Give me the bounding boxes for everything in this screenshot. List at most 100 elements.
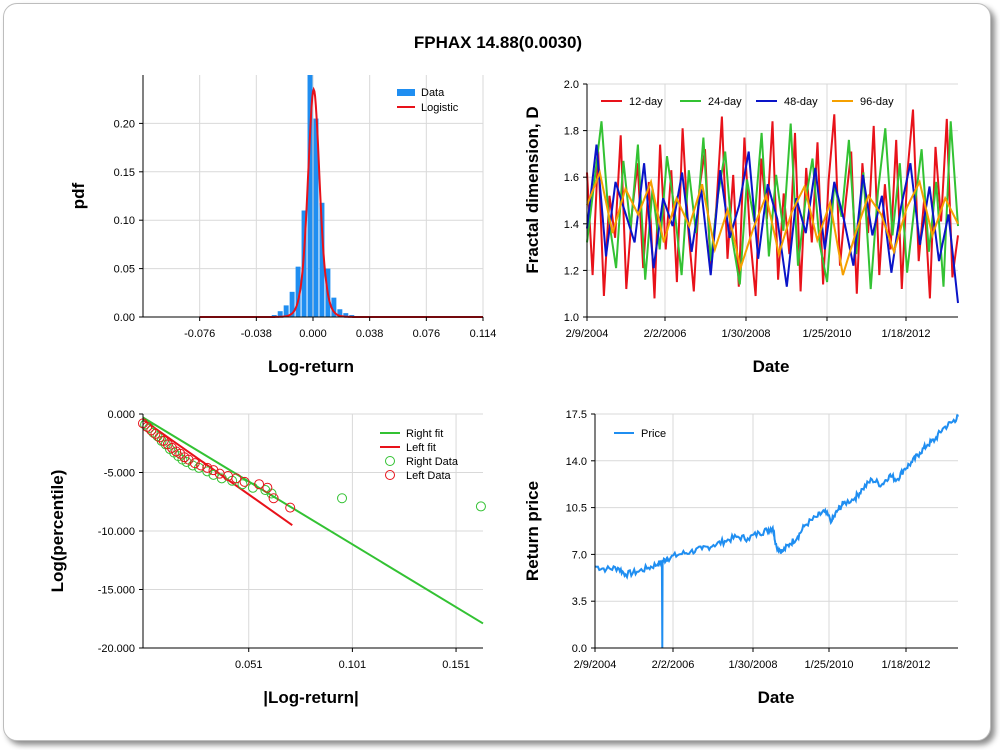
tail-legend: Right fit Left fit Right Data Left Data bbox=[380, 428, 459, 482]
pdf-xtick-label: -0.076 bbox=[184, 328, 215, 340]
fractal-xtick-label: 2/2/2006 bbox=[644, 328, 687, 340]
right-data-point bbox=[337, 493, 348, 504]
fractal-series-24 bbox=[586, 121, 959, 290]
pdf-xtick-label: 0.076 bbox=[413, 328, 441, 340]
left-data-point bbox=[262, 482, 273, 493]
pdf-xtick-label: 0.038 bbox=[356, 328, 384, 340]
price-line bbox=[594, 414, 959, 649]
fractal-ytick-label: 2.0 bbox=[564, 79, 579, 91]
price-xtick-label: 2/9/2004 bbox=[574, 659, 617, 671]
price-xtick-label: 2/2/2006 bbox=[652, 659, 695, 671]
price-xtick-label: 1/30/2008 bbox=[729, 659, 778, 671]
tail-legend-label: Right fit bbox=[406, 428, 443, 440]
tail-ytick-label: -15.000 bbox=[98, 585, 135, 597]
fractal-series-96 bbox=[586, 169, 959, 276]
tail-panel: 0.051 0.101 0.151 0.000 -5.000 -10.000 -15.000… bbox=[48, 409, 486, 707]
legend-label-data: Data bbox=[421, 87, 445, 99]
price-ytick-label: 14.0 bbox=[566, 456, 587, 468]
price-legend: Price bbox=[614, 428, 666, 440]
price-xtick-label: 1/18/2012 bbox=[882, 659, 931, 671]
pdf-ytick-label: 0.15 bbox=[114, 167, 135, 179]
pdf-bar bbox=[319, 202, 325, 317]
fractal-ytick-label: 1.6 bbox=[564, 172, 579, 184]
pdf-ytick-label: 0.10 bbox=[114, 215, 135, 227]
left-data-point bbox=[202, 462, 213, 473]
left-data-point bbox=[239, 476, 250, 487]
price-grid bbox=[594, 413, 958, 649]
pdf-ytick-label: 0.20 bbox=[114, 118, 135, 130]
pdf-xtick-label: -0.038 bbox=[241, 328, 272, 340]
pdf-bar bbox=[283, 305, 289, 317]
tail-legend-label: Right Data bbox=[406, 456, 459, 468]
legend-label-48: 48-day bbox=[784, 96, 818, 108]
pdf-bar bbox=[343, 313, 349, 317]
left-data-point bbox=[285, 502, 296, 513]
pdf-bar bbox=[337, 309, 343, 317]
pdf-ytick-label: 0.00 bbox=[114, 312, 135, 324]
tail-ytick-label: -10.000 bbox=[98, 526, 135, 538]
price-ytick-label: 3.5 bbox=[572, 596, 587, 608]
fractal-ytick-label: 1.0 bbox=[564, 312, 579, 324]
price-ytick-label: 10.5 bbox=[566, 503, 587, 515]
price-ytick-label: 0.0 bbox=[572, 643, 587, 655]
right-data-point bbox=[247, 482, 258, 493]
tail-ylabel: Log(percentile) bbox=[48, 470, 67, 593]
fractal-panel: 2/9/2004 2/2/2006 1/30/2008 1/25/2010 1/18/2… bbox=[523, 79, 959, 376]
legend-label-96: 96-day bbox=[860, 96, 894, 108]
price-ytick-label: 17.5 bbox=[566, 409, 587, 421]
tail-legend-label: Left Data bbox=[406, 470, 452, 482]
chart-frame bbox=[3, 3, 991, 741]
price-ytick-label: 7.0 bbox=[572, 549, 587, 561]
fractal-ticks: 2/9/2004 2/2/2006 1/30/2008 1/25/2010 1/18/2… bbox=[564, 79, 931, 340]
legend-label-12: 12-day bbox=[629, 96, 663, 108]
fractal-xtick-label: 1/30/2008 bbox=[722, 328, 771, 340]
left-data-point bbox=[231, 473, 242, 484]
right-data-point bbox=[237, 479, 248, 490]
legend-label-price: Price bbox=[641, 428, 666, 440]
figure-title: FPHAX 14.88(0.0030) bbox=[414, 33, 582, 52]
tail-xtick-label: 0.101 bbox=[339, 659, 367, 671]
pdf-bar bbox=[295, 266, 301, 317]
pdf-bar bbox=[331, 297, 337, 317]
price-xlabel: Date bbox=[758, 688, 795, 707]
fractal-series-12 bbox=[586, 109, 959, 299]
right-data-point bbox=[202, 466, 213, 477]
pdf-bar bbox=[289, 291, 295, 317]
fractal-ylabel: Fractal dimension, D bbox=[523, 106, 542, 273]
pdf-ylabel: pdf bbox=[69, 182, 88, 209]
right-data-point bbox=[216, 473, 227, 484]
legend-label-24: 24-day bbox=[708, 96, 742, 108]
pdf-ticks: -0.076 -0.038 0.000 0.038 0.076 0.114 0.00 0.05… bbox=[114, 118, 497, 340]
tail-ytick-label: 0.000 bbox=[107, 409, 135, 421]
price-axes bbox=[594, 414, 958, 649]
fractal-xtick-label: 1/18/2012 bbox=[882, 328, 931, 340]
fractal-series-48 bbox=[586, 144, 959, 304]
tail-ytick-label: -20.000 bbox=[98, 643, 135, 655]
tail-xlabel: |Log-return| bbox=[263, 688, 358, 707]
fractal-ytick-label: 1.8 bbox=[564, 126, 579, 138]
price-panel: 2/9/2004 2/2/2006 1/30/2008 1/25/2010 1/18/2… bbox=[523, 409, 959, 707]
fractal-legend: 12-day 24-day 48-day 96-day bbox=[601, 96, 894, 108]
legend-label-logistic: Logistic bbox=[421, 102, 459, 114]
pdf-ytick-label: 0.05 bbox=[114, 264, 135, 276]
tail-ytick-label: -5.000 bbox=[104, 468, 135, 480]
fractal-ytick-label: 1.4 bbox=[564, 219, 579, 231]
pdf-bar bbox=[313, 118, 319, 317]
fractal-ytick-label: 1.2 bbox=[564, 265, 579, 277]
left-data-point bbox=[189, 458, 200, 469]
right-data-point bbox=[181, 456, 192, 467]
tail-xtick-label: 0.051 bbox=[235, 659, 263, 671]
tail-legend-label: Left fit bbox=[406, 442, 436, 454]
price-xtick-label: 1/25/2010 bbox=[805, 659, 854, 671]
fractal-axes bbox=[586, 84, 958, 318]
fractal-xtick-label: 2/9/2004 bbox=[566, 328, 609, 340]
right-fit-line bbox=[142, 416, 484, 625]
legend-swatch-left-data bbox=[385, 470, 395, 480]
price-ylabel: Return price bbox=[523, 481, 542, 581]
left-data-point bbox=[208, 465, 219, 476]
pdf-xlabel: Log-return bbox=[268, 357, 354, 376]
pdf-panel: -0.076 -0.038 0.000 0.038 0.076 0.114 0.00 0.05… bbox=[69, 75, 496, 376]
pdf-legend: Data Logistic bbox=[397, 87, 459, 114]
right-data-point bbox=[475, 501, 486, 512]
pdf-bar bbox=[307, 75, 313, 317]
